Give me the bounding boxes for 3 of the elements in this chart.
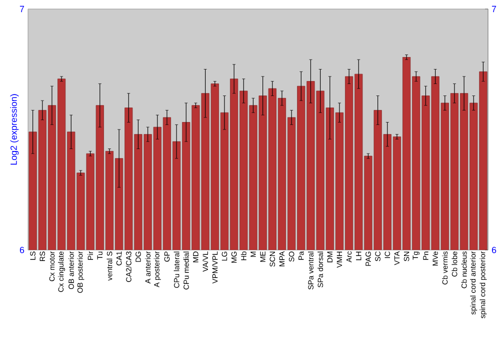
y2-tick-label: 6 — [492, 246, 496, 254]
y-axis-title: Log2 (expression) — [10, 94, 19, 165]
y2-tick-label: 7 — [492, 6, 496, 12]
